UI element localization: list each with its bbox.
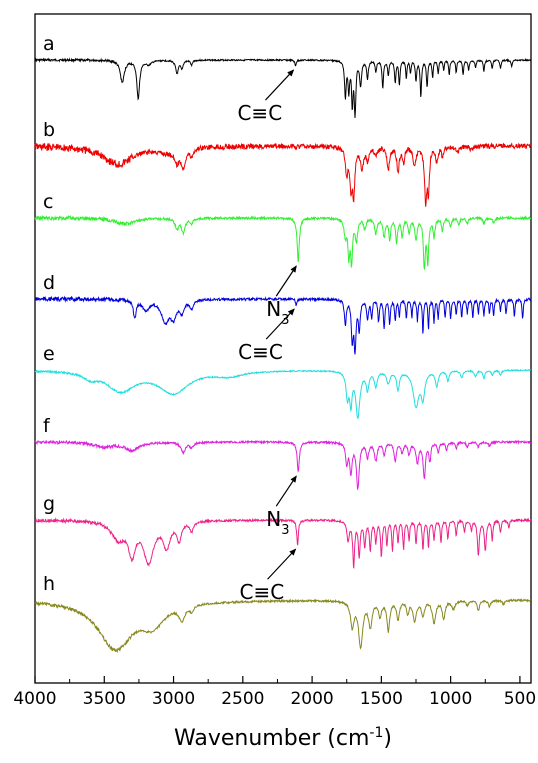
series-label-b: b: [43, 119, 55, 141]
x-tick-label-3000: 3000: [152, 689, 195, 709]
spectrum-line-e: [34, 368, 532, 419]
x-tick-label-500: 500: [504, 689, 536, 709]
annotation-label-1: N3: [266, 297, 289, 328]
spectrum-line-c: [34, 214, 532, 270]
x-tick-label-4000: 4000: [13, 689, 56, 709]
spectrum-line-d: [34, 295, 532, 355]
spectrum-line-f: [34, 439, 532, 491]
annotations-group: C≡C N3 C≡C N3 C≡C: [237, 69, 297, 604]
annotation-arrow-2: [265, 308, 295, 340]
series-label-e: e: [43, 343, 55, 365]
spectrum-line-h: [34, 598, 532, 654]
x-tick-label-2500: 2500: [221, 689, 264, 709]
spectrum-line-g: [34, 517, 532, 569]
series-label-h: h: [43, 573, 55, 595]
x-tick-label-1000: 1000: [429, 689, 472, 709]
x-tick-label-2000: 2000: [290, 689, 333, 709]
series-label-g: g: [43, 493, 55, 515]
x-tick-label-1500: 1500: [360, 689, 403, 709]
x-ticks-group: 4000 3500 3000 2500 2000 1500 1000 500: [13, 676, 536, 709]
spectrum-line-b: [34, 142, 532, 207]
annotation-label-0: C≡C: [237, 101, 282, 125]
series-label-c: c: [43, 191, 53, 213]
series-label-a: a: [43, 33, 55, 55]
series-label-d: d: [43, 272, 55, 294]
annotation-arrow-0: [265, 69, 295, 101]
annotation-label-3: N3: [266, 507, 289, 538]
annotation-label-4: C≡C: [240, 580, 285, 604]
x-tick-label-3500: 3500: [83, 689, 126, 709]
annotation-label-2: C≡C: [238, 340, 283, 364]
spectrum-line-a: [34, 57, 532, 119]
annotation-arrow-4: [267, 548, 297, 580]
x-axis-title: Wavenumber (cm-1): [174, 725, 392, 751]
plot-frame: [34, 13, 532, 684]
series-label-f: f: [43, 415, 51, 437]
spectra-group: a b c d e f g h: [34, 33, 532, 654]
annotation-arrow-3: [275, 475, 297, 507]
annotation-arrow-1: [275, 265, 297, 297]
